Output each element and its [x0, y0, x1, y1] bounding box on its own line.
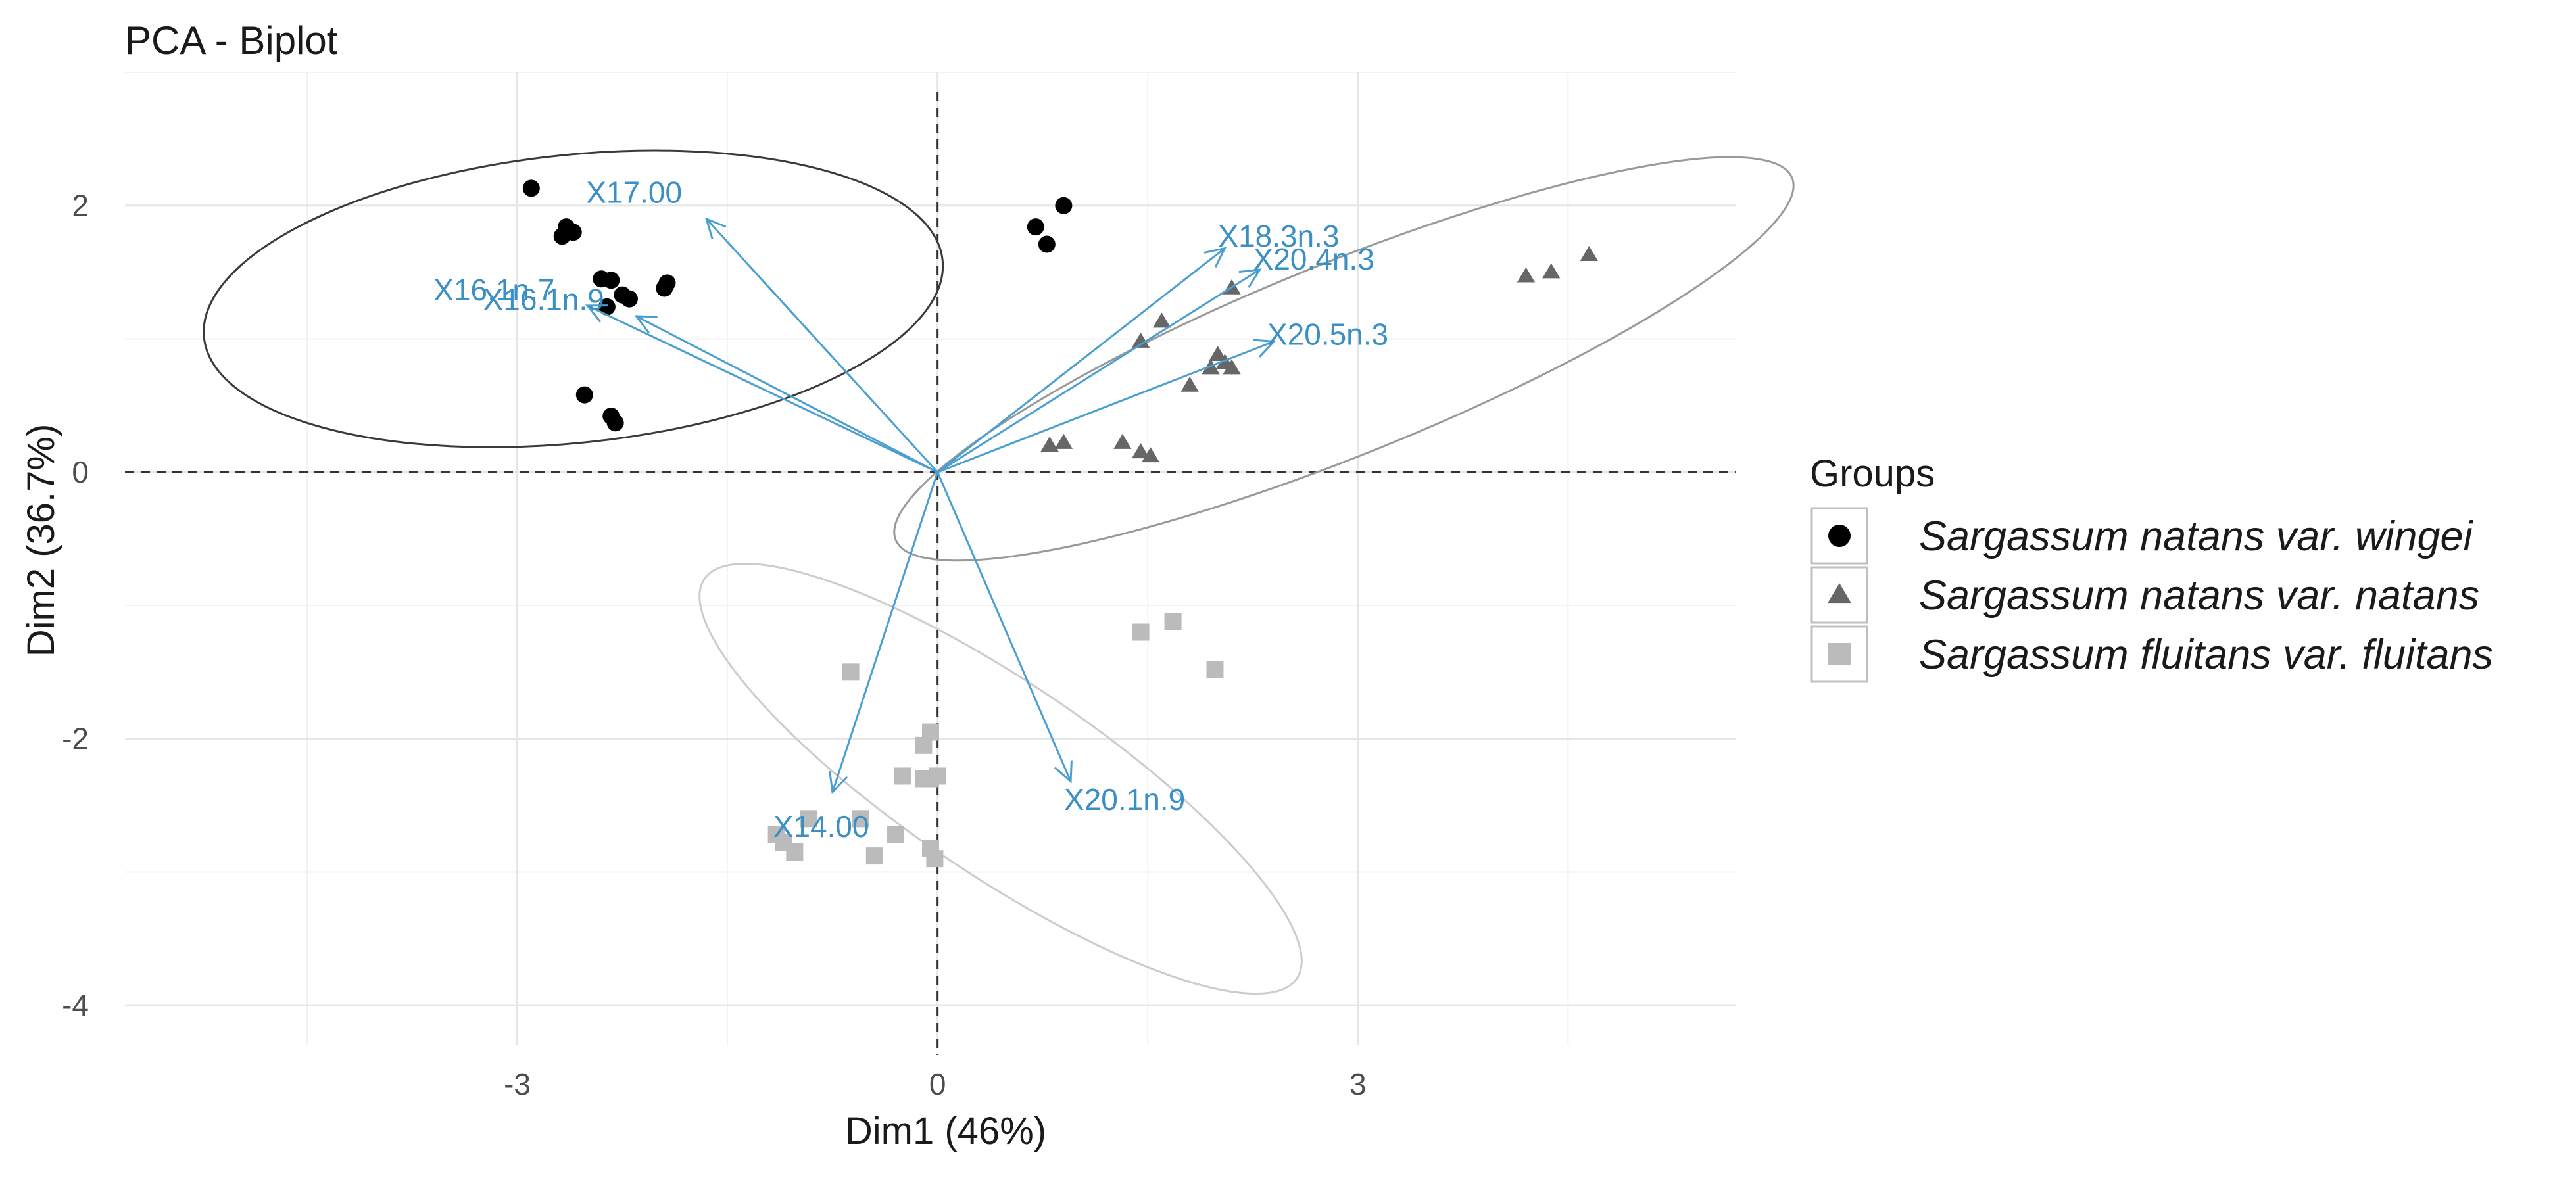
- data-point: [575, 386, 593, 404]
- data-point: [1113, 433, 1132, 449]
- variable-arrow: [635, 315, 938, 473]
- variable-arrow: [706, 218, 938, 473]
- grid-minor: [125, 72, 1736, 1045]
- y-tick-label: 2: [72, 189, 89, 223]
- data-point: [1131, 332, 1150, 348]
- data-point: [1132, 623, 1150, 641]
- x-axis-ticks: -3 0 3: [504, 1067, 1367, 1101]
- variable-arrow: [831, 471, 939, 793]
- data-point: [929, 767, 946, 785]
- legend-key-symbol: [1828, 643, 1851, 665]
- x-tick-label: 3: [1349, 1067, 1367, 1101]
- legend: Groups Sargassum natans var. wingei Sarga…: [1810, 452, 2493, 683]
- group-ellipse: [698, 563, 1303, 995]
- data-point: [852, 810, 869, 828]
- variable-label: X17.00: [586, 175, 682, 209]
- y-axis-label: Dim2 (36.7%): [20, 424, 62, 657]
- y-tick-label: -2: [62, 722, 89, 756]
- zero-lines: [125, 92, 1736, 1055]
- data-point: [1040, 436, 1059, 452]
- variable-label: X18.3n.3: [1218, 219, 1339, 253]
- data-point: [1131, 443, 1150, 459]
- y-tick-label: 0: [72, 455, 89, 489]
- variable-arrowhead: [1054, 760, 1073, 784]
- legend-key-symbol: [1828, 583, 1851, 604]
- x-tick-label: 0: [929, 1067, 946, 1101]
- data-point: [786, 843, 804, 861]
- variable-arrowhead: [1252, 339, 1276, 358]
- data-point: [553, 227, 571, 245]
- data-point: [1038, 235, 1056, 253]
- variable-arrow: [937, 341, 1275, 473]
- legend-label: Sargassum natans var. wingei: [1919, 513, 2474, 559]
- confidence-ellipses: [203, 149, 1795, 995]
- data-point: [598, 298, 616, 316]
- variable-label: X14.00: [773, 809, 869, 843]
- data-point: [887, 826, 904, 843]
- data-point: [606, 414, 624, 432]
- data-point: [842, 663, 860, 681]
- data-point: [800, 810, 817, 828]
- data-point: [865, 847, 883, 865]
- data-point: [1542, 263, 1561, 279]
- data-point: [1223, 359, 1241, 375]
- data-point: [1180, 376, 1199, 392]
- variable-label: X20.5n.3: [1267, 318, 1388, 352]
- data-point: [1209, 346, 1227, 362]
- group-ellipse: [893, 156, 1795, 562]
- variable-label: X16.1n.9: [483, 283, 604, 317]
- data-point: [767, 826, 785, 843]
- legend-label: Sargassum fluitans var. fluitans: [1919, 632, 2493, 678]
- variable-arrow: [587, 304, 938, 473]
- variable-label: X20.1n.9: [1064, 782, 1185, 817]
- data-point: [926, 850, 944, 868]
- data-point: [1054, 433, 1073, 449]
- data-point: [1141, 447, 1160, 463]
- group-ellipse: [203, 149, 944, 448]
- chart-title: PCA - Biplot: [125, 18, 338, 62]
- data-point: [894, 767, 911, 785]
- y-axis-ticks: -4 -2 0 2: [62, 189, 89, 1022]
- legend-label: Sargassum natans var. natans: [1919, 573, 2479, 619]
- data-point: [656, 279, 673, 297]
- data-point: [1027, 218, 1044, 236]
- data-point: [1164, 613, 1182, 630]
- x-axis-label: Dim1 (46%): [845, 1110, 1046, 1152]
- data-point: [1152, 312, 1171, 328]
- data-point: [915, 736, 933, 754]
- individual-points: [522, 179, 1598, 868]
- variable-arrowhead: [585, 304, 609, 323]
- variable-arrowhead: [829, 770, 848, 795]
- data-point: [1580, 246, 1598, 262]
- data-point: [620, 290, 638, 308]
- variable-arrowhead: [704, 217, 727, 240]
- legend-title: Groups: [1810, 452, 1935, 495]
- variable-arrowhead: [634, 315, 658, 334]
- variable-arrows: [585, 217, 1276, 795]
- variable-arrow: [936, 247, 1226, 473]
- variable-arrowhead: [1238, 268, 1262, 288]
- y-tick-label: -4: [62, 988, 89, 1022]
- x-tick-label: -3: [504, 1067, 531, 1101]
- data-point: [1206, 661, 1224, 678]
- data-point: [522, 179, 540, 197]
- legend-key-symbol: [1828, 525, 1851, 547]
- data-point: [1055, 197, 1073, 214]
- legend-key-box: [1810, 566, 1868, 624]
- variable-arrow: [936, 471, 1072, 782]
- data-point: [602, 272, 620, 289]
- data-point: [1517, 267, 1536, 283]
- variable-label: X20.4n.3: [1253, 242, 1374, 276]
- variable-arrowhead: [1203, 247, 1227, 268]
- variable-label: X16.1n.7: [433, 273, 554, 307]
- variable-arrow: [936, 268, 1261, 473]
